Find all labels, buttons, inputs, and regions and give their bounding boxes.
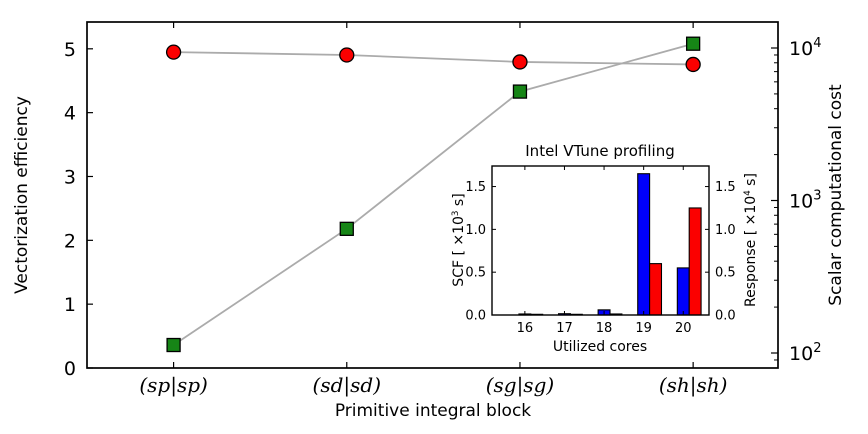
inset-right-axis-title-prefix: Response [ ×10 [743,195,759,307]
inset-left-tick-label: 0.5 [465,266,486,281]
inset-x-tick-label: 20 [675,321,692,336]
inset-right-tick-label: 0.5 [715,266,736,281]
vectorization-efficiency-marker [512,84,528,99]
right-axis-tick-label: 103 [789,189,821,213]
inset-right-tick-label: 1.0 [715,223,736,238]
inset-left-axis-title-suffix: s] [451,193,467,211]
scalar-computational-cost-marker [339,47,355,63]
inset-right-tick-label: 1.5 [715,180,736,195]
scalar-computational-cost-line [173,51,694,66]
scalar-computational-cost-marker [165,44,182,60]
inset-right-tick-label: 0.0 [715,309,736,324]
inset-x-tick-label: 18 [596,321,613,336]
inset-x-tick-label: 16 [517,321,534,336]
left-axis-tick-label: 4 [64,103,76,125]
category-tick-label: (sd|sd) [313,373,381,398]
right-axis-tick-label: 104 [789,36,821,60]
category-tick-label: (sg|sg) [486,373,554,398]
inset-left-tick-label: 1.0 [465,223,486,238]
left-axis-tick-label: 0 [64,358,76,380]
inset-right-axis-title-suffix: s] [743,173,759,191]
inset-x-tick-label: 17 [556,321,573,336]
inset-axes-border [491,165,710,316]
left-axis-title: Vectorization efficiency [12,96,32,294]
scalar-computational-cost-marker [512,54,528,70]
response-time-bar [688,207,702,316]
inset-left-axis-title-exponent: 3 [451,210,462,217]
category-tick-label: (sh|sh) [659,373,728,398]
x-axis-title: Primitive integral block [334,401,532,421]
right-axis-tick-label: 102 [789,341,821,365]
inset-left-axis-title-prefix: SCF [ ×10 [451,216,467,287]
inset-left-axis-title: SCF [ ×103 s] [451,193,467,286]
inset-left-tick-label: 1.5 [465,180,486,195]
inset-x-tick-label: 19 [635,321,652,336]
left-axis-tick-label: 5 [64,39,76,61]
scf-time-bar [637,173,651,316]
response-time-bar [649,263,663,316]
inset-x-axis-title: Utilized cores [552,339,648,355]
right-axis-title: Scalar computational cost [826,84,846,306]
vectorization-efficiency-marker [166,337,181,353]
inset-right-axis-title: Response [ ×104 s] [743,173,759,307]
inset-left-tick-label: 0.0 [465,309,486,324]
inset-background [492,166,709,315]
vectorization-efficiency-marker [339,221,354,236]
left-axis-tick-label: 2 [64,230,76,252]
scf-time-bar [676,267,690,316]
inset-title: Intel VTune profiling [525,142,675,160]
scalar-computational-cost-marker [685,56,701,73]
category-tick-label: (sp|sp) [139,373,207,398]
vectorization-efficiency-marker [685,36,701,51]
left-axis-tick-label: 1 [64,294,76,316]
inset-right-axis-title-exponent: 4 [743,190,754,196]
left-axis-tick-label: 3 [64,166,76,188]
vectorization-efficiency-line [173,42,694,346]
main-axes-border [86,21,779,369]
